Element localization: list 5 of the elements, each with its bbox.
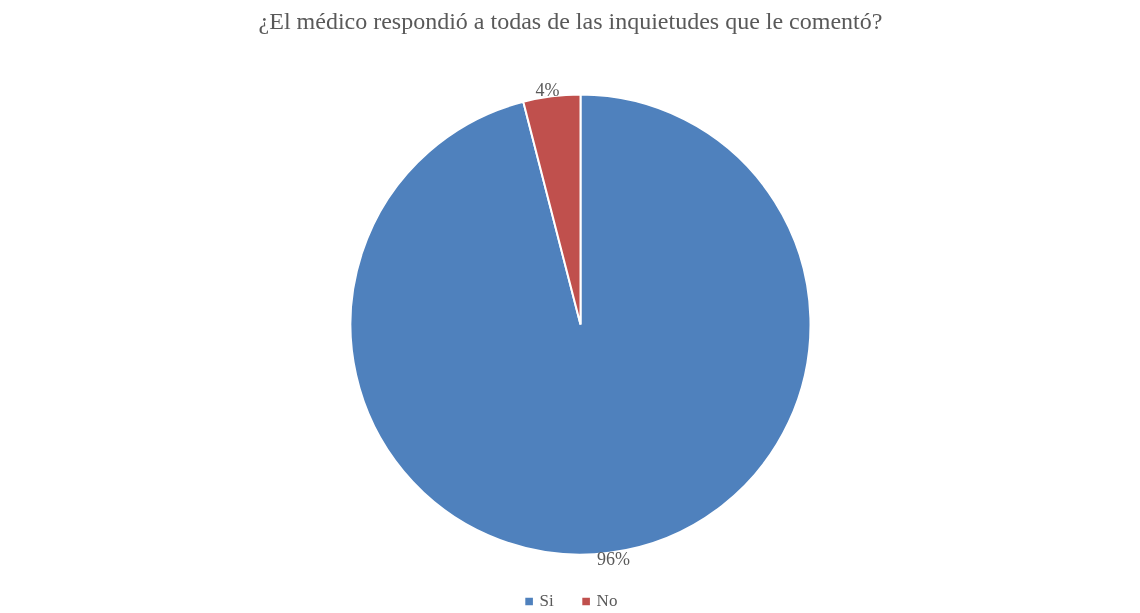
- data-label: 4%: [535, 80, 560, 101]
- chart-title: ¿El médico respondió a todas de las inquietudes que le comentó?: [258, 7, 883, 34]
- legend-label: No: [596, 591, 618, 611]
- legend-label: Si: [539, 591, 555, 611]
- data-label: 96%: [597, 549, 631, 570]
